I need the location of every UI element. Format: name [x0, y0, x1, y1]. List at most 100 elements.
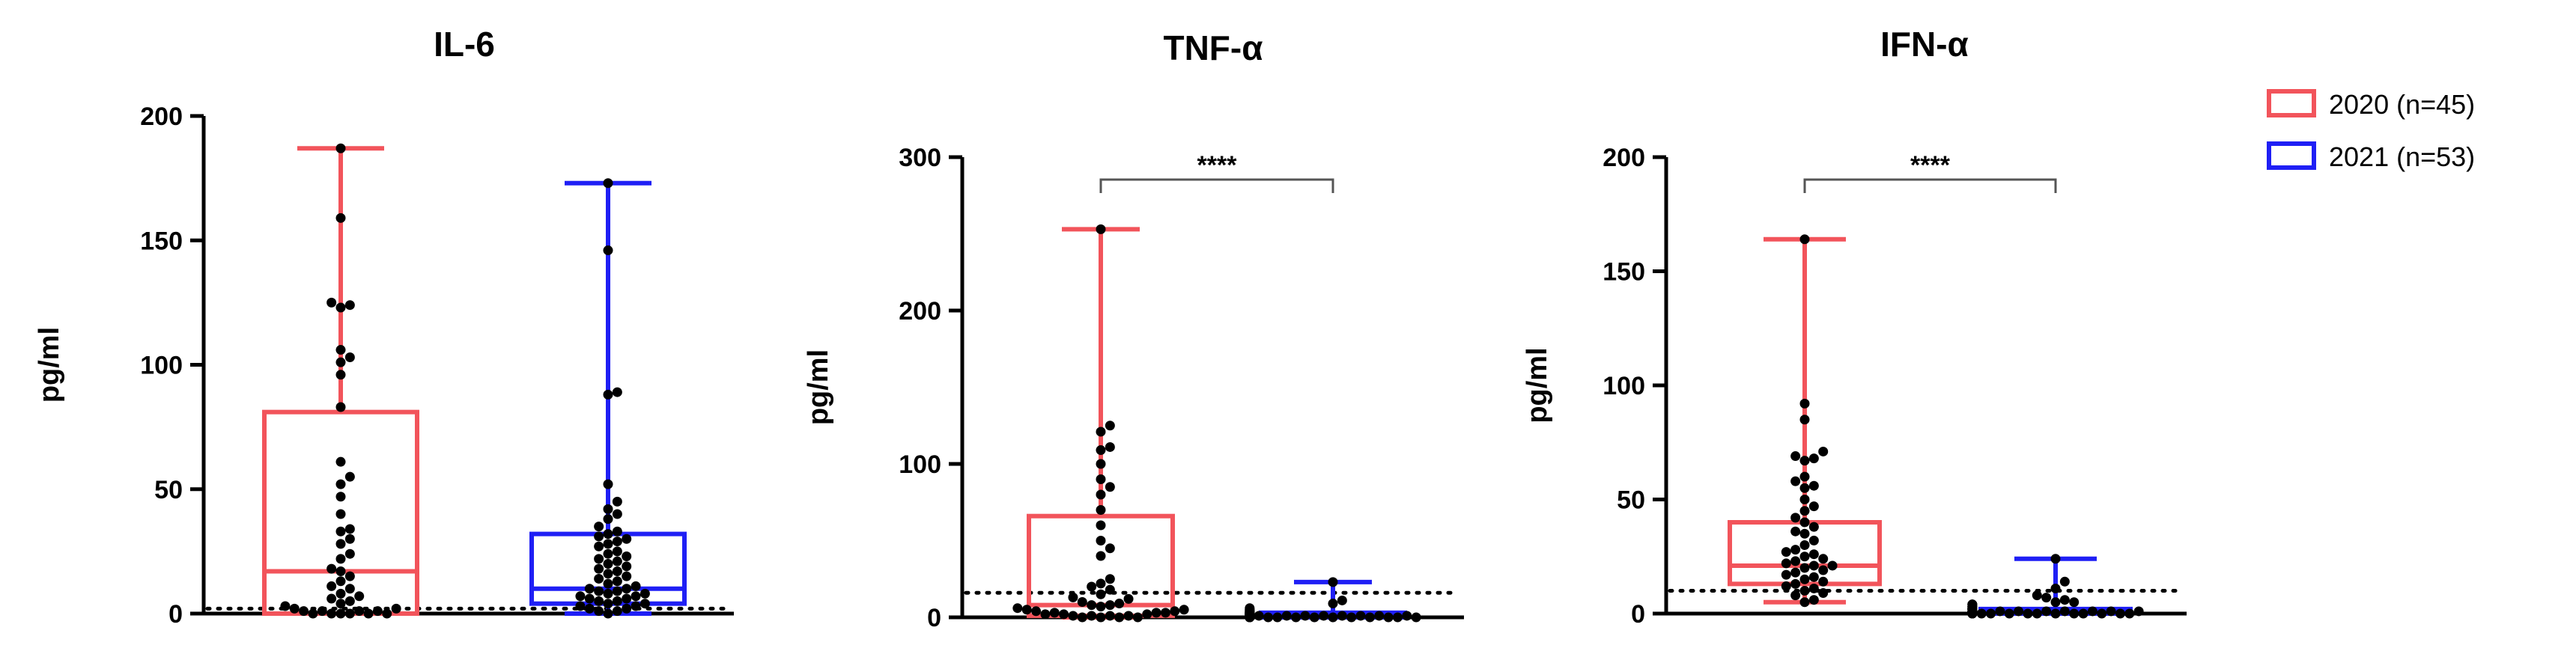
- legend-label: 2021 (n=53): [2329, 141, 2475, 172]
- data-point: [612, 387, 622, 397]
- box-group-1: [262, 143, 419, 619]
- data-point: [603, 389, 613, 400]
- data-point: [1808, 501, 1819, 512]
- data-point: [1808, 549, 1819, 560]
- chart-title: IFN-α: [1880, 25, 1969, 64]
- data-point: [344, 471, 355, 482]
- data-point: [1790, 578, 1801, 589]
- significance-bracket: ****: [1099, 151, 1334, 193]
- data-point: [612, 526, 622, 537]
- data-point: [631, 591, 641, 602]
- data-point: [622, 593, 632, 604]
- data-point: [603, 548, 613, 559]
- chart-panels: IL-6 pg/ml 0 50 100 150 200 TNF-α pg/ml 0 100 200 30…: [34, 25, 2187, 632]
- data-point: [1170, 606, 1180, 617]
- data-point: [612, 496, 622, 507]
- significance-label: ****: [1910, 151, 1951, 180]
- data-point: [354, 591, 365, 602]
- data-point: [335, 479, 346, 489]
- data-point: [1096, 520, 1106, 531]
- data-point: [1383, 612, 1394, 623]
- data-point: [622, 584, 632, 594]
- data-point: [280, 601, 291, 611]
- data-point: [622, 561, 632, 572]
- data-point: [2059, 606, 2070, 617]
- data-point: [1096, 589, 1106, 599]
- data-point: [584, 593, 595, 604]
- chart-title: IL-6: [434, 25, 495, 64]
- y-tick-label: 150: [140, 227, 183, 255]
- data-point: [2023, 608, 2033, 619]
- data-point: [1105, 600, 1115, 611]
- data-point: [1799, 234, 1810, 245]
- data-point: [289, 603, 300, 614]
- data-point: [344, 352, 355, 363]
- data-point: [603, 608, 613, 619]
- data-point: [631, 601, 641, 611]
- data-point: [1799, 398, 1810, 409]
- legend: 2020 (n=45) 2021 (n=53): [2267, 89, 2475, 172]
- data-point: [344, 608, 355, 619]
- data-point: [594, 554, 604, 564]
- data-point: [594, 563, 604, 574]
- data-point: [1096, 612, 1106, 623]
- data-point: [1411, 612, 1421, 623]
- data-point: [1967, 599, 1978, 610]
- data-point: [1179, 605, 1189, 615]
- box-group-1: [1012, 224, 1189, 623]
- y-tick-label: 50: [154, 476, 183, 504]
- data-point: [1986, 608, 1996, 619]
- data-point: [1799, 574, 1810, 584]
- data-point: [335, 526, 346, 537]
- data-point: [326, 593, 337, 604]
- data-point: [1808, 583, 1819, 593]
- data-point: [1818, 576, 1829, 587]
- data-point: [603, 539, 613, 549]
- data-point: [335, 143, 346, 153]
- box-group-2: [529, 178, 687, 619]
- data-point: [1799, 506, 1810, 516]
- data-point: [1105, 441, 1115, 452]
- chart-panel-2: TNF-α pg/ml 0 100 200 300 ****: [803, 28, 1464, 632]
- data-point: [2059, 595, 2070, 605]
- data-point: [2050, 597, 2061, 608]
- data-point: [1105, 584, 1115, 595]
- data-point: [575, 601, 586, 611]
- data-point: [1096, 445, 1106, 456]
- data-point: [1087, 611, 1097, 621]
- box-group-2: [1245, 577, 1421, 623]
- data-point: [2050, 608, 2061, 619]
- data-point: [612, 586, 622, 596]
- data-point: [594, 541, 604, 551]
- data-point: [344, 596, 355, 606]
- data-point: [1096, 427, 1106, 437]
- data-point: [1799, 517, 1810, 528]
- data-point: [1105, 421, 1115, 431]
- data-point: [344, 300, 355, 311]
- data-point: [1818, 588, 1829, 599]
- data-point: [1799, 456, 1810, 466]
- data-point: [1790, 556, 1801, 566]
- y-axis-label: pg/ml: [1522, 347, 1553, 423]
- data-point: [1808, 595, 1819, 605]
- data-point: [1799, 586, 1810, 596]
- box-group-2: [1967, 554, 2144, 619]
- data-point: [1105, 482, 1115, 492]
- data-point: [2115, 608, 2125, 619]
- y-tick-label: 0: [927, 604, 941, 632]
- data-point: [326, 581, 337, 591]
- data-point: [335, 608, 346, 619]
- data-point: [1114, 612, 1125, 623]
- data-point: [1808, 480, 1819, 491]
- data-point: [603, 479, 613, 489]
- legend-item-1: 2020 (n=45): [2267, 89, 2475, 120]
- data-point: [2050, 583, 2061, 593]
- data-point: [1976, 608, 1987, 619]
- data-point: [1096, 489, 1106, 500]
- data-point: [335, 402, 346, 412]
- data-point: [2059, 576, 2070, 587]
- data-point: [594, 531, 604, 542]
- data-point: [1096, 602, 1106, 612]
- data-point: [603, 588, 613, 599]
- data-point: [1995, 606, 2005, 617]
